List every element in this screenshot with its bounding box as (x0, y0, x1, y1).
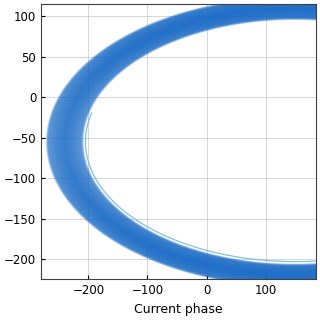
X-axis label: Current phase: Current phase (134, 303, 223, 316)
